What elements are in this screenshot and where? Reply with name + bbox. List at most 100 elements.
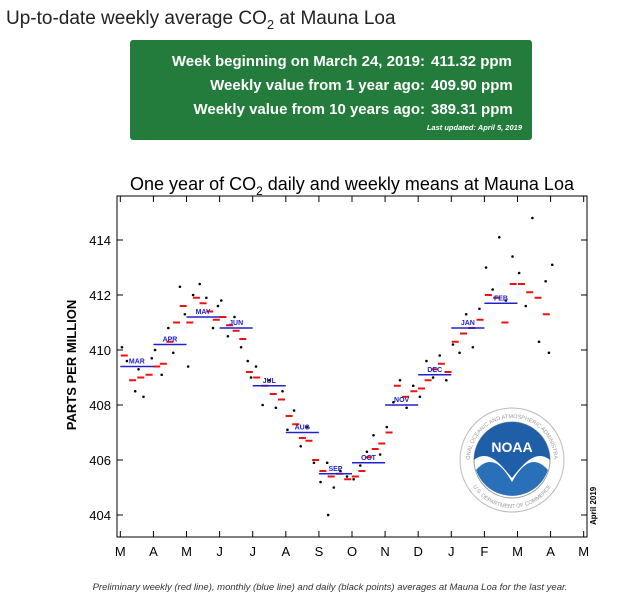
daily-point: [286, 428, 289, 432]
daily-point: [458, 351, 461, 355]
chart-title: One year of CO2 daily and weekly means a…: [130, 174, 575, 198]
daily-point: [547, 351, 551, 355]
daily-point: [198, 282, 202, 286]
month-label: NOV: [394, 397, 410, 404]
x-tick-label: M: [512, 544, 523, 559]
daily-point: [339, 469, 342, 473]
month-label: OCT: [361, 455, 377, 462]
daily-point: [464, 312, 468, 316]
daily-point: [352, 477, 355, 481]
x-tick-label: M: [115, 544, 126, 559]
y-tick-label: 408: [89, 398, 111, 413]
daily-point: [312, 461, 316, 465]
summary-label: Weekly value from 1 year ago:: [210, 77, 425, 94]
logo-sky: [474, 422, 550, 478]
daily-point: [550, 263, 554, 267]
daily-point: [504, 299, 508, 302]
x-tick-label: J: [216, 544, 223, 559]
summary-value: 409.90 ppm: [431, 77, 513, 94]
daily-point: [497, 235, 501, 239]
daily-point: [332, 486, 336, 489]
summary: Week beginning on March 24, 2019: 411.32 …: [172, 53, 513, 118]
title-part: One year of CO: [130, 174, 256, 194]
month-label: MAY: [196, 309, 211, 316]
x-tick-label: J: [249, 544, 256, 559]
daily-point: [274, 406, 278, 410]
month-label: JUN: [229, 320, 243, 327]
daily-point: [511, 255, 514, 258]
title-part: daily and weekly means at Mauna Loa: [263, 174, 575, 194]
last-updated: Last updated: April 5, 2019: [427, 123, 523, 132]
y-tick-label: 410: [89, 343, 111, 358]
daily-point: [153, 348, 157, 352]
daily-point: [326, 513, 330, 517]
x-tick-label: M: [181, 544, 192, 559]
daily-point: [216, 304, 220, 308]
daily-point: [205, 296, 208, 300]
daily-point: [246, 359, 250, 363]
daily-point: [186, 365, 190, 368]
y-tick-label: 404: [89, 508, 111, 523]
daily-point: [261, 403, 264, 407]
daily-point: [233, 315, 236, 319]
month-label: AUG: [295, 425, 311, 432]
daily-point: [398, 378, 402, 382]
daily-point: [171, 351, 175, 355]
y-tick-label: 406: [89, 453, 111, 468]
daily-point: [411, 384, 415, 388]
daily-point: [445, 378, 448, 382]
summary-label: Weekly value from 10 years ago:: [193, 101, 425, 118]
daily-point: [137, 367, 140, 371]
x-tick-label: D: [414, 544, 423, 559]
daily-point: [281, 389, 284, 393]
x-tick-label: S: [315, 544, 324, 559]
page-title: Up-to-date weekly average CO2 at Mauna L…: [6, 8, 396, 32]
side-note: April 2019: [589, 486, 598, 525]
x-tick-label: A: [281, 544, 290, 559]
x-tick-label: N: [380, 544, 389, 559]
daily-point: [438, 354, 442, 357]
y-tick-label: 412: [89, 288, 111, 303]
daily-point: [133, 389, 137, 393]
daily-point: [517, 271, 521, 275]
daily-point: [211, 326, 215, 330]
daily-point: [191, 293, 195, 297]
daily-point: [365, 450, 369, 454]
x-tick-label: F: [480, 544, 488, 559]
y-axis-label: PARTS PER MILLION: [64, 300, 79, 430]
month-label: FEB: [494, 295, 508, 302]
daily-point: [378, 453, 382, 456]
title-sub: 2: [267, 17, 274, 32]
daily-point: [219, 299, 223, 302]
logo-name: NOAA: [491, 439, 532, 455]
x-tick-label: M: [578, 544, 589, 559]
daily-point: [325, 461, 329, 465]
daily-point: [160, 373, 163, 377]
month-label: DEC: [427, 367, 442, 374]
daily-point: [491, 288, 494, 291]
daily-point: [358, 464, 362, 467]
logo-sea: [476, 461, 548, 496]
summary-box: [130, 40, 532, 140]
daily-point: [306, 425, 309, 429]
month-label: APR: [163, 337, 178, 344]
daily-point: [451, 343, 455, 346]
daily-point: [544, 279, 547, 283]
title-part: at Mauna Loa: [274, 8, 396, 29]
daily-point: [484, 266, 488, 269]
daily-point: [142, 395, 145, 399]
month-label: JUL: [263, 378, 277, 385]
month-label: SEP: [328, 466, 342, 473]
title-part: Up-to-date weekly average CO: [6, 8, 267, 29]
daily-point: [531, 216, 534, 220]
x-tick-label: J: [448, 544, 455, 559]
x-tick-label: O: [347, 544, 357, 559]
month-label: MAR: [129, 359, 145, 366]
summary-value: 411.32 ppm: [431, 53, 512, 70]
daily-point: [405, 406, 408, 410]
caption: Preliminary weekly (red line), monthly (…: [93, 582, 568, 593]
daily-point: [537, 340, 541, 344]
daily-point: [372, 433, 375, 437]
summary-value: 389.31 ppm: [431, 101, 513, 118]
